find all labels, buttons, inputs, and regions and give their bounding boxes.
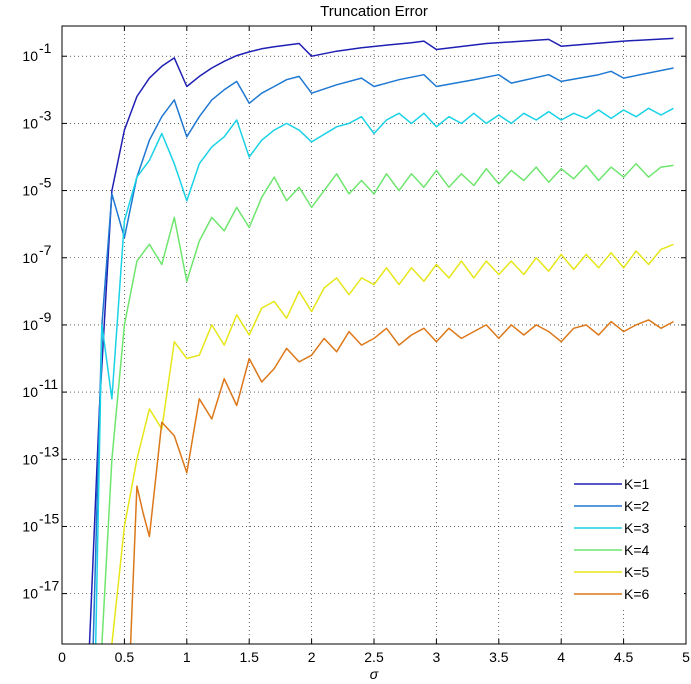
y-tick-label: 10 — [22, 115, 38, 131]
x-tick-label: 3 — [433, 649, 441, 665]
series-line-k2 — [92, 67, 674, 645]
y-tick-exponent: -3 — [39, 107, 52, 123]
x-tick-label: 5 — [682, 649, 690, 665]
y-tick-exponent: -13 — [39, 443, 59, 459]
legend-label-k5: K=5 — [624, 564, 650, 580]
y-tick-exponent: -7 — [39, 242, 52, 258]
x-tick-label: 4 — [557, 649, 565, 665]
legend-label-k2: K=2 — [624, 498, 650, 514]
series-line-k6 — [129, 319, 674, 645]
x-tick-label: 0 — [58, 649, 66, 665]
x-tick-label: 4.5 — [614, 649, 634, 665]
y-tick-label: 10 — [22, 250, 38, 266]
x-tick-label: 3.5 — [489, 649, 509, 665]
x-tick-label: 2 — [308, 649, 316, 665]
y-tick-exponent: -11 — [39, 376, 58, 392]
y-tick-label: 10 — [22, 518, 38, 534]
y-tick-label: 10 — [22, 451, 38, 467]
series-line-k1 — [88, 37, 674, 645]
y-tick-label: 10 — [22, 384, 38, 400]
x-tick-label: 0.5 — [115, 649, 135, 665]
chart-title: Truncation Error — [320, 3, 428, 20]
series-line-k5 — [111, 243, 674, 645]
y-tick-label: 10 — [22, 586, 38, 602]
x-tick-label: 1.5 — [239, 649, 259, 665]
y-tick-label: 10 — [22, 48, 38, 64]
series-line-k3 — [94, 107, 674, 645]
y-tick-exponent: -1 — [39, 40, 52, 56]
y-tick-exponent: -5 — [39, 175, 52, 191]
x-axis-label: σ — [370, 666, 379, 682]
series-line-k4 — [101, 162, 674, 645]
legend: K=1 K=2 K=3 K=4 K=5 K=6 — [564, 470, 684, 610]
legend-label-k3: K=3 — [624, 520, 650, 536]
legend-box — [564, 470, 684, 610]
x-tick-label: 1 — [183, 649, 191, 665]
y-tick-label: 10 — [22, 317, 38, 333]
series-lines — [88, 37, 674, 645]
y-tick-exponent: -9 — [39, 309, 52, 325]
axes: 0 0.5 1 1.5 2 2.5 3 3.5 4 4.5 510-110-310-510 -710-… — [22, 26, 690, 665]
y-tick-exponent: -17 — [39, 578, 59, 594]
legend-label-k1: K=1 — [624, 476, 650, 492]
x-tick-label: 2.5 — [364, 649, 384, 665]
y-tick-label: 10 — [22, 183, 38, 199]
legend-label-k4: K=4 — [624, 542, 650, 558]
y-tick-exponent: -15 — [39, 510, 59, 526]
legend-label-k6: K=6 — [624, 586, 650, 602]
